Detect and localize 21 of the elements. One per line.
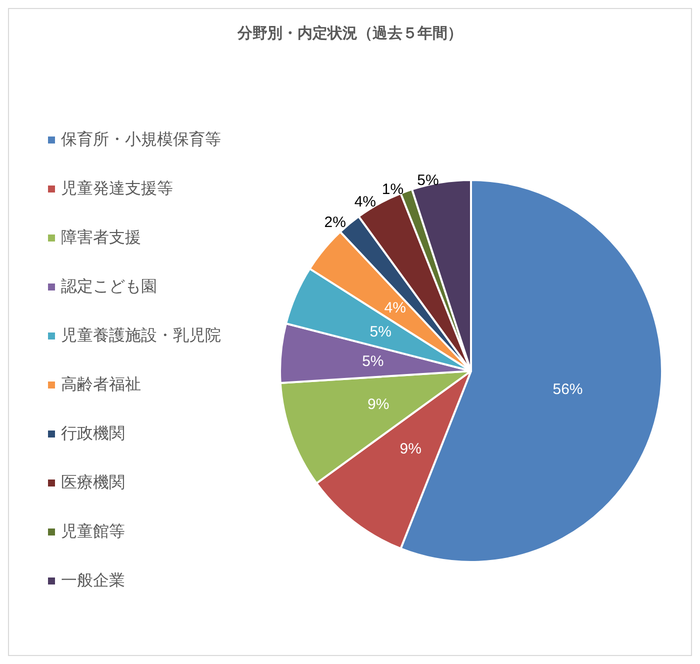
data-label: 1% xyxy=(382,180,404,198)
legend-label: 障害者支援 xyxy=(61,228,141,246)
legend-label: 児童養護施設・乳児院 xyxy=(61,326,221,344)
legend-label: 行政機関 xyxy=(61,424,125,442)
data-label: 56% xyxy=(552,380,583,398)
legend-label: 高齢者福祉 xyxy=(61,376,141,394)
data-label: 5% xyxy=(417,172,439,189)
data-label: 5% xyxy=(362,353,384,370)
legend-label: 医療機関 xyxy=(61,474,125,492)
legend-label: 認定こども園 xyxy=(61,278,157,296)
data-label: 9% xyxy=(400,440,422,458)
legend-label: 児童館等 xyxy=(61,522,125,540)
legend-label: 児童発達支援等 xyxy=(61,180,173,198)
data-label: 5% xyxy=(370,323,392,340)
data-label: 2% xyxy=(324,214,346,231)
chart-title: 分野別・内定状況（過去５年間） xyxy=(236,24,462,42)
legend-label: 一般企業 xyxy=(61,572,125,590)
data-label: 4% xyxy=(354,193,376,210)
data-label: 4% xyxy=(384,300,406,317)
legend-label: 保育所・小規模保育等 xyxy=(61,130,221,148)
data-label: 9% xyxy=(367,396,390,413)
